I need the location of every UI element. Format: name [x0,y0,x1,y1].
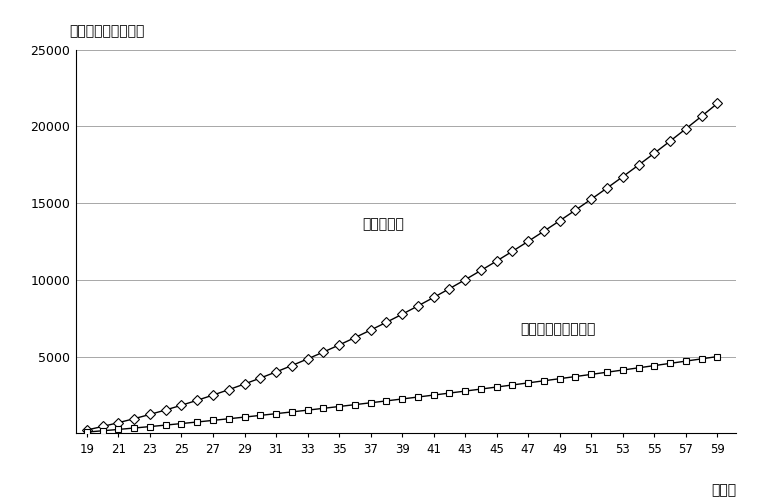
Text: （歳）: （歳） [711,483,736,497]
Text: （生涯賃金、万円）: （生涯賃金、万円） [69,24,145,38]
Text: パートタイム労働者: パートタイム労働者 [521,323,596,337]
Text: 標準労働者: 標準労働者 [363,217,405,231]
